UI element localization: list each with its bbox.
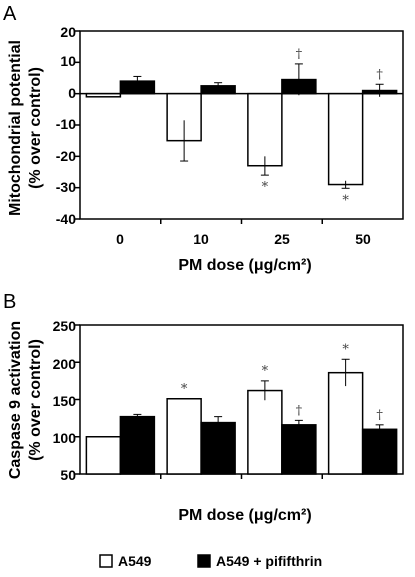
panel-b-ytick-3: 100 [53,430,77,446]
panel-a-ytick-3: -10 [56,116,76,132]
panel-b-ytick-4: 50 [60,467,76,483]
panel-b-xlabel: PM dose (μg/cm²) [178,507,311,524]
legend-label-a549-pififthrin: A549 + pififthrin [216,553,322,569]
legend-swatch-a549-pififthrin [197,554,211,568]
panel-a-ytick-6: -40 [56,211,76,227]
panel-a-annotation-a549-50: * [342,193,349,208]
panel-b-bar-pififthrin-0 [119,415,156,475]
panel-a-xtick-0: 0 [116,231,124,247]
panel-a-ytick-4: -20 [56,148,76,164]
panel-b-bar-a549-10 [166,398,202,475]
panel-b-bar-pififthrin-10 [200,421,236,475]
panel-b-bar-a549-50 [327,371,364,475]
panel-b-annotation-a549-50: * [342,342,349,357]
panel-b-annotation-pififthrin-50: † [376,408,383,423]
panel-b-ylabel-line1: Caspase 9 activation [7,321,24,479]
panel-b-bar-pififthrin-25 [281,424,317,475]
panel-b-annotation-a549-10: * [181,382,188,397]
panel-b-bar-pififthrin-50 [361,428,398,475]
panel-a-ylabel-line1: Mitochondrial potential [7,40,24,216]
panel-a-ytick-2: 0 [68,85,76,101]
panel-a-ylabel-line2: (% over control) [27,67,44,189]
panel-a-annotation-pififthrin-25: † [296,47,303,62]
panel-b-bar-a549-0 [85,436,122,475]
legend-swatch-a549 [99,554,113,568]
panel-b-ylabel-line2: (% over control) [27,339,44,461]
panel-b-ytick-2: 150 [53,393,77,409]
panel-b-annotation-a549-25: * [262,364,269,379]
panel-a-ytick-1: 10 [60,53,76,69]
panel-a-xtick-3: 50 [355,231,371,247]
panel-a-ytick-5: -30 [56,179,76,195]
panel-b-ytick-1: 200 [53,356,77,372]
panel-a-bar-a549-50 [327,92,364,186]
panel-b-ytick-0: 250 [53,318,77,334]
panel-a-ytick-0: 20 [60,24,76,40]
panel-a-annotation-pififthrin-50: † [376,67,383,82]
panel-a-xtick-2: 25 [274,231,290,247]
panel-b-letter: B [3,291,16,313]
panel-a-bar-a549-0 [85,92,122,98]
panel-b-bar-a549-25 [247,389,283,475]
panel-a-annotation-a549-25: * [262,180,269,195]
panel-a-xlabel: PM dose (μg/cm²) [178,257,311,274]
panel-a-xtick-1: 10 [193,231,209,247]
panel-b-annotation-pififthrin-25: † [296,403,303,418]
panel-a-letter: A [3,3,17,25]
legend-label-a549: A549 [118,553,152,569]
panel-a-bar-a549-25 [247,92,283,167]
